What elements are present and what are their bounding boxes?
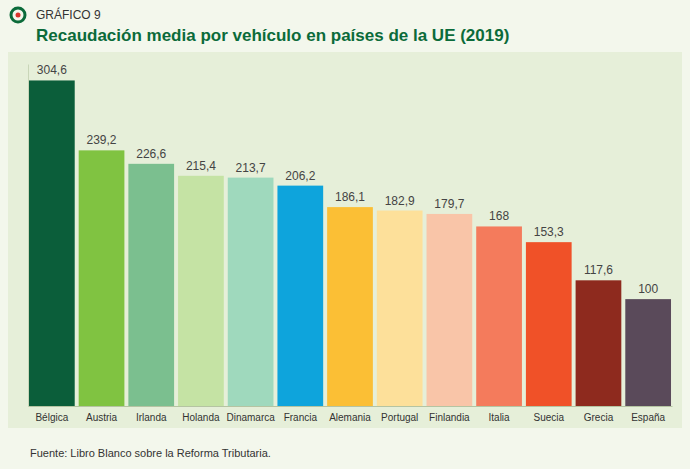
bar	[625, 299, 671, 406]
x-tick: Bélgica	[35, 406, 68, 423]
bar	[427, 214, 473, 406]
data-label: 153,3	[534, 225, 564, 239]
panel	[8, 52, 682, 428]
data-label: 206,2	[285, 169, 315, 183]
data-label: 182,9	[385, 194, 415, 208]
x-tick: Alemania	[329, 406, 371, 423]
data-label: 213,7	[236, 161, 266, 175]
subtitle: GRÁFICO 9	[36, 7, 101, 22]
x-tick: Finlandia	[429, 406, 470, 423]
x-tick-label: Dinamarca	[226, 412, 275, 423]
x-tick: Francia	[284, 406, 318, 423]
x-tick: Suecia	[533, 406, 564, 423]
data-label: 168	[489, 209, 509, 223]
x-tick-label: Finlandia	[429, 412, 470, 423]
x-tick-label: Suecia	[533, 412, 564, 423]
x-tick-label: Irlanda	[136, 412, 167, 423]
bar	[128, 164, 174, 406]
title: Recaudación media por vehículo en países…	[36, 26, 509, 45]
data-labels: 304,6 239,2 226,6 215,4 213,7 206,2 186,1 182,9…	[37, 63, 659, 296]
background	[0, 0, 690, 469]
data-label: 186,1	[335, 190, 365, 204]
x-tick-label: Alemania	[329, 412, 371, 423]
x-tick: Italia	[489, 406, 511, 423]
bar	[377, 211, 423, 406]
x-tick: Austria	[86, 406, 118, 423]
x-tick: Irlanda	[136, 406, 167, 423]
y-axis	[28, 65, 29, 407]
x-tick: Grecia	[584, 406, 614, 423]
x-tick: España	[631, 406, 665, 423]
chart: GRÁFICO 9 Recaudación media por vehículo …	[0, 0, 690, 469]
icon-dot	[16, 13, 21, 18]
bar	[178, 176, 224, 406]
bar	[29, 80, 75, 406]
x-tick-label: Portugal	[381, 412, 418, 423]
data-label: 226,6	[136, 147, 166, 161]
x-tick: Portugal	[381, 406, 418, 423]
x-axis: Bélgica Austria Irlanda Holanda Dinamarca Fra…	[29, 406, 673, 423]
icon-ring	[11, 8, 25, 22]
x-tick-label: España	[631, 412, 665, 423]
annotation: Fuente: Libro Blanco sobre la Reforma Tr…	[30, 447, 271, 459]
x-tick-label: Austria	[86, 412, 118, 423]
x-tick-label: Italia	[489, 412, 511, 423]
bar	[576, 280, 622, 406]
data-label: 117,6	[584, 263, 613, 277]
x-axis-line	[29, 406, 673, 407]
x-tick-label: Holanda	[182, 412, 220, 423]
bar	[476, 226, 522, 406]
y-axis-line	[28, 65, 29, 407]
data-label: 215,4	[186, 159, 216, 173]
x-tick-label: Francia	[284, 412, 318, 423]
bars	[29, 80, 671, 406]
data-label: 239,2	[87, 133, 117, 147]
bar	[327, 207, 373, 406]
data-label: 304,6	[37, 63, 67, 77]
x-tick-label: Grecia	[584, 412, 614, 423]
data-label: 179,7	[434, 197, 464, 211]
bar	[526, 242, 572, 406]
x-tick: Holanda	[182, 406, 220, 423]
bar	[277, 186, 323, 406]
bar	[228, 178, 274, 406]
x-tick: Dinamarca	[226, 406, 275, 423]
data-label: 100	[638, 282, 658, 296]
x-tick-label: Bélgica	[35, 412, 68, 423]
bar	[79, 150, 125, 406]
